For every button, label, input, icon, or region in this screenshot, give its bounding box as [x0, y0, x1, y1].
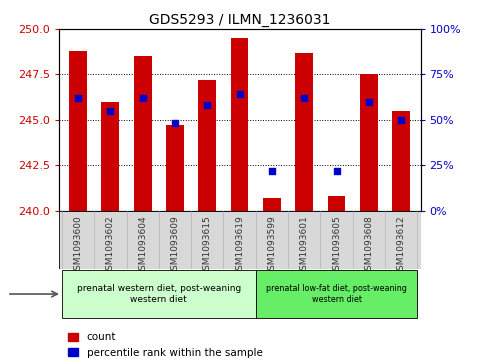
- Text: GSM1093600: GSM1093600: [73, 215, 82, 276]
- Point: [332, 168, 340, 174]
- Point: [203, 102, 211, 108]
- Text: GSM1093619: GSM1093619: [235, 215, 244, 276]
- Point: [300, 95, 307, 101]
- Bar: [295, 53, 312, 211]
- Text: GSM1093601: GSM1093601: [299, 215, 308, 276]
- Bar: [263, 198, 280, 211]
- Text: GSM1093609: GSM1093609: [170, 215, 179, 276]
- Legend: count, percentile rank within the sample: count, percentile rank within the sample: [64, 328, 266, 362]
- Point: [74, 95, 82, 101]
- Text: GSM1093612: GSM1093612: [396, 215, 405, 276]
- Bar: [359, 74, 377, 211]
- Point: [139, 95, 146, 101]
- Bar: [166, 125, 183, 211]
- Bar: [327, 196, 345, 211]
- Text: GSM1093604: GSM1093604: [138, 215, 147, 276]
- Text: GSM1093608: GSM1093608: [364, 215, 372, 276]
- Title: GDS5293 / ILMN_1236031: GDS5293 / ILMN_1236031: [148, 13, 330, 26]
- Point: [267, 168, 275, 174]
- Bar: [391, 111, 409, 211]
- Text: prenatal western diet, post-weaning
western diet: prenatal western diet, post-weaning west…: [77, 284, 241, 304]
- Bar: [62, 270, 255, 318]
- Bar: [198, 80, 216, 211]
- Point: [171, 121, 179, 126]
- Point: [235, 91, 243, 97]
- Bar: [230, 38, 248, 211]
- Text: GSM1093599: GSM1093599: [267, 215, 276, 276]
- Bar: [69, 51, 87, 211]
- Bar: [59, 211, 420, 269]
- Text: prenatal low-fat diet, post-weaning
western diet: prenatal low-fat diet, post-weaning west…: [265, 284, 406, 304]
- Point: [396, 117, 404, 123]
- Bar: [255, 270, 416, 318]
- Text: GSM1093602: GSM1093602: [106, 215, 115, 276]
- Point: [364, 99, 372, 105]
- Bar: [102, 102, 119, 211]
- Bar: [134, 56, 151, 211]
- Point: [106, 108, 114, 114]
- Text: GSM1093605: GSM1093605: [331, 215, 340, 276]
- Text: GSM1093615: GSM1093615: [203, 215, 211, 276]
